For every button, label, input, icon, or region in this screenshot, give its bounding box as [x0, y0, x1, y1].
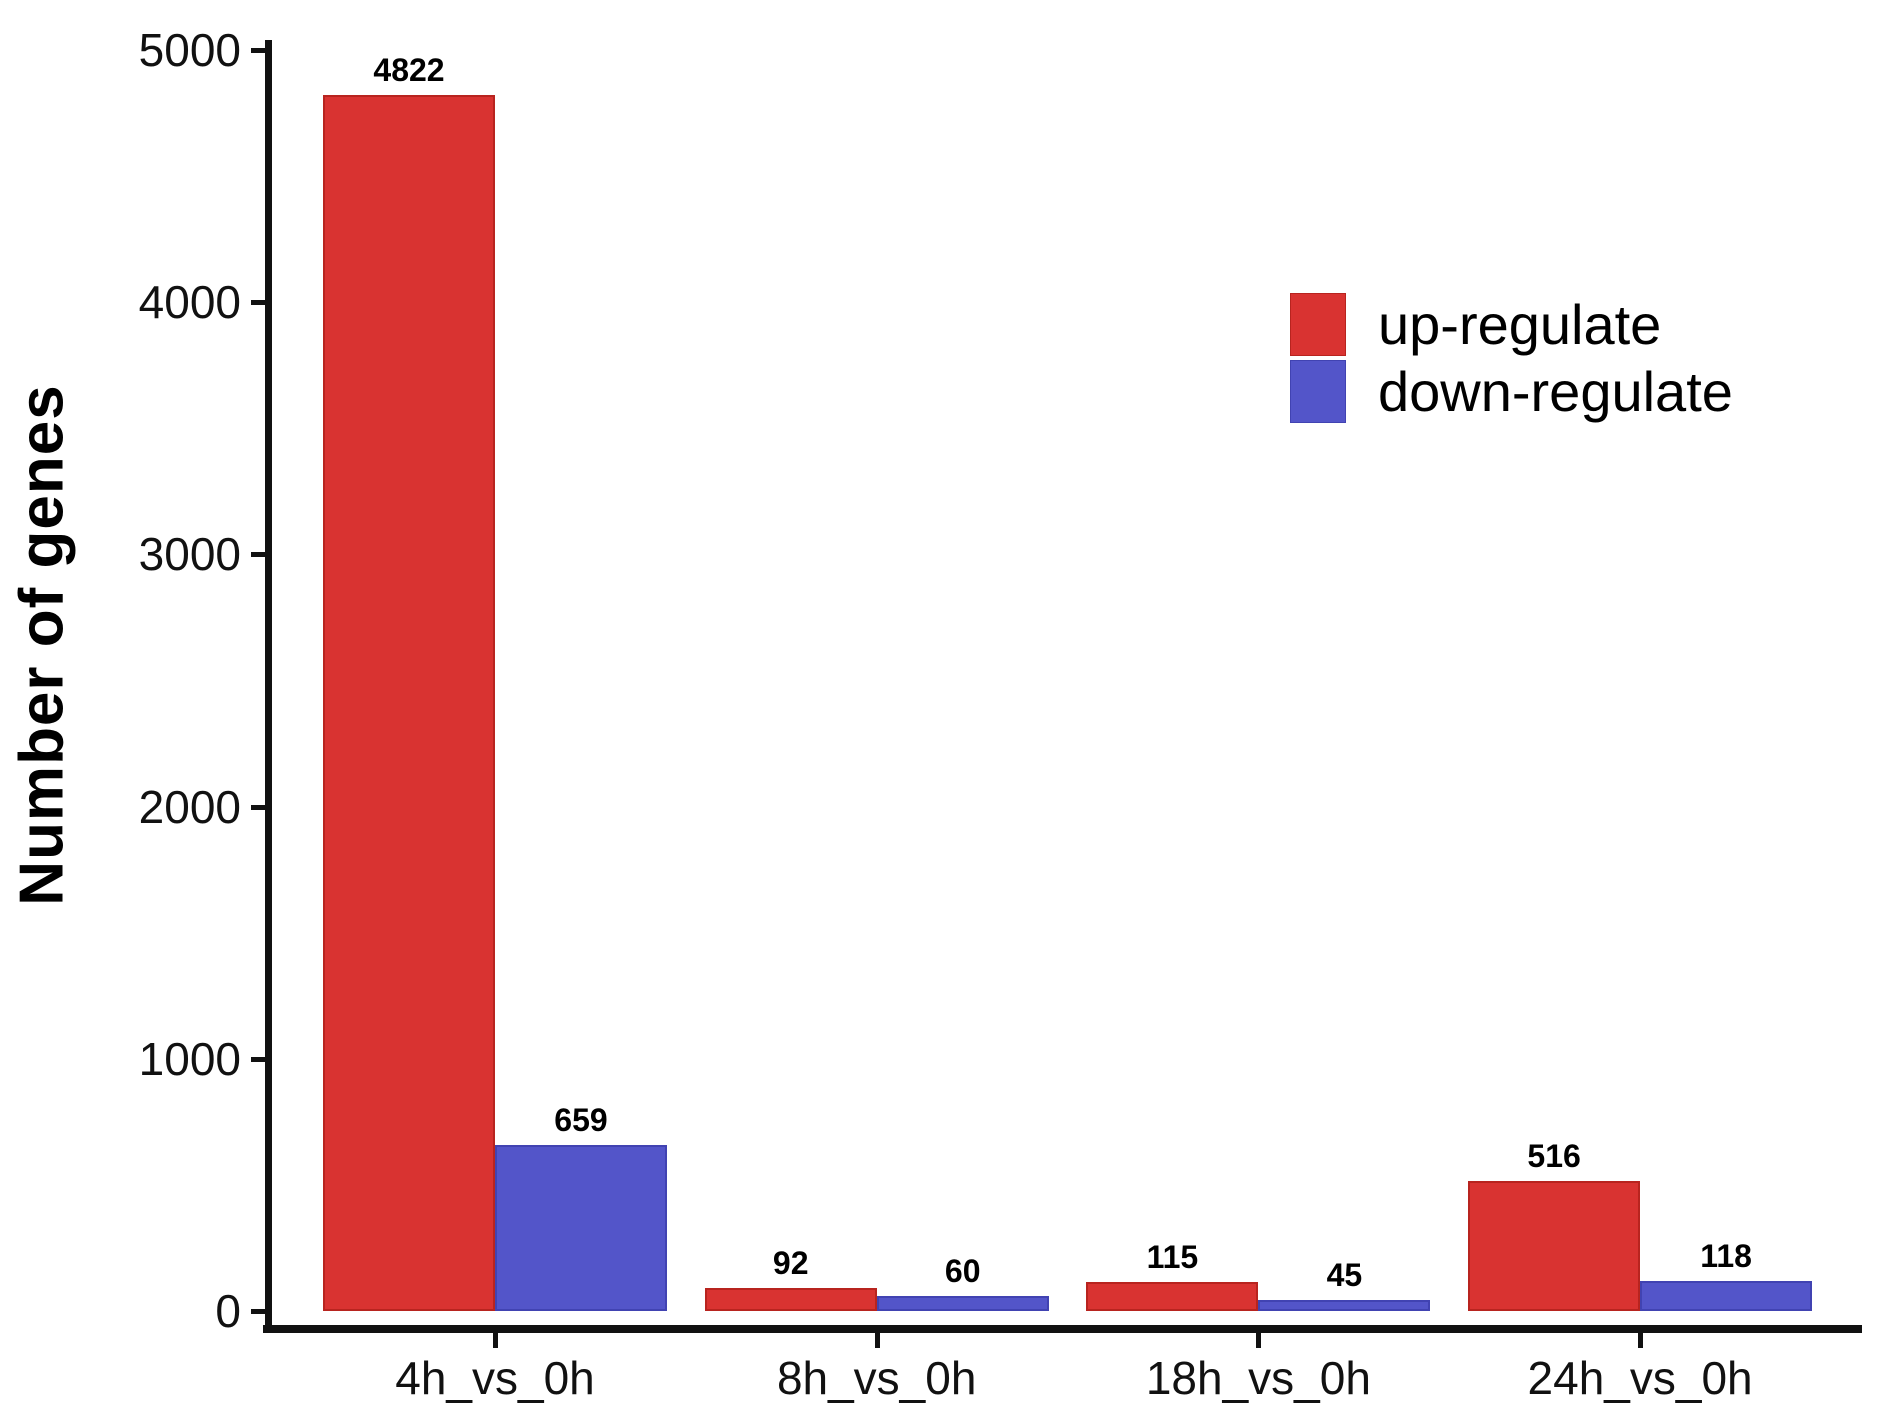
y-tick-mark [251, 552, 265, 558]
legend-swatch-up-regulate [1290, 293, 1346, 356]
bar-value-label: 118 [1700, 1238, 1752, 1275]
bar-up-regulate-4h_vs_0h [323, 94, 495, 1311]
bar-value-label: 516 [1527, 1137, 1581, 1174]
bar-up-regulate-18h_vs_0h [1086, 1281, 1259, 1311]
y-tick-label: 4000 [138, 276, 241, 329]
x-tick-mark [493, 1333, 498, 1348]
bar-down-regulate-8h_vs_0h [876, 1295, 1049, 1311]
legend-item-down-regulate: down-regulate [1290, 360, 1733, 423]
bar-down-regulate-24h_vs_0h [1640, 1281, 1813, 1311]
y-tick-label: 0 [215, 1285, 241, 1337]
bar-value-label: 4822 [373, 51, 445, 88]
x-tick-label: 24h_vs_0h [1527, 1352, 1753, 1404]
y-tick-label: 2000 [138, 780, 241, 833]
y-tick-label: 1000 [138, 1032, 241, 1085]
y-tick-mark [251, 48, 265, 53]
x-tick-mark [874, 1333, 880, 1348]
bar-up-regulate-8h_vs_0h [704, 1287, 877, 1311]
bar-value-label: 659 [554, 1101, 608, 1138]
bar-down-regulate-4h_vs_0h [495, 1144, 667, 1311]
bar-down-regulate-18h_vs_0h [1258, 1299, 1431, 1311]
bar-value-label: 115 [1146, 1238, 1199, 1275]
bar-value-label: 45 [1326, 1256, 1363, 1293]
x-tick-label: 4h_vs_0h [395, 1352, 595, 1404]
y-tick-mark [251, 300, 265, 306]
x-tick-mark [1638, 1333, 1644, 1348]
x-tick-label: 18h_vs_0h [1145, 1352, 1371, 1404]
y-tick-label: 3000 [138, 528, 241, 581]
bar-value-label: 60 [944, 1252, 981, 1289]
y-tick-mark [251, 1309, 265, 1314]
legend-label: up-regulate [1378, 293, 1662, 356]
legend-item-up-regulate: up-regulate [1290, 293, 1733, 356]
bar-up-regulate-24h_vs_0h [1468, 1180, 1641, 1311]
y-axis-line [265, 40, 272, 1333]
x-axis-line [263, 1325, 1862, 1333]
y-tick-mark [251, 1056, 265, 1062]
y-tick-label: 5000 [138, 24, 241, 76]
x-tick-mark [1256, 1333, 1262, 1348]
legend-label: down-regulate [1378, 360, 1733, 423]
x-tick-label: 8h_vs_0h [776, 1352, 977, 1404]
legend-swatch-down-regulate [1290, 360, 1346, 423]
legend: up-regulate down-regulate [1290, 293, 1733, 427]
y-tick-mark [251, 804, 265, 810]
bar-value-label: 92 [772, 1244, 809, 1281]
